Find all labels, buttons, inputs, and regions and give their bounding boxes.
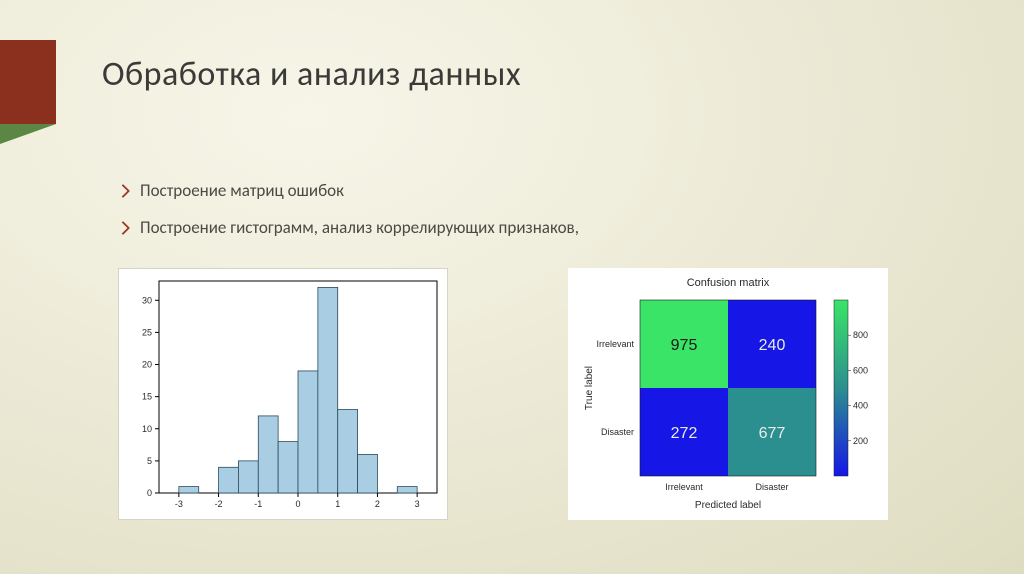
bullet-item: Построение гистограмм, анализ коррелирую…: [118, 209, 579, 246]
svg-text:200: 200: [853, 436, 868, 446]
svg-text:3: 3: [415, 499, 420, 509]
svg-text:677: 677: [759, 425, 786, 442]
svg-text:Disaster: Disaster: [601, 427, 634, 437]
svg-text:1: 1: [335, 499, 340, 509]
svg-text:True label: True label: [584, 366, 595, 410]
histogram-chart: 0 5 10 15 20 25 30 -3 -2 -1 0 1 2 3: [118, 268, 448, 520]
svg-text:-2: -2: [215, 499, 223, 509]
svg-text:240: 240: [759, 337, 786, 354]
svg-text:Irrelevant: Irrelevant: [665, 482, 703, 492]
svg-text:5: 5: [147, 456, 152, 466]
svg-text:0: 0: [147, 488, 152, 498]
svg-text:800: 800: [853, 330, 868, 340]
svg-text:15: 15: [142, 392, 152, 402]
svg-text:Disaster: Disaster: [755, 482, 788, 492]
figures-row: 0 5 10 15 20 25 30 -3 -2 -1 0 1 2 3 Confusion matrix 9…: [118, 268, 888, 520]
svg-text:Irrelevant: Irrelevant: [596, 339, 634, 349]
svg-text:30: 30: [142, 295, 152, 305]
bullet-item: Построение матриц ошибок: [118, 172, 579, 209]
slide-accent-bar: [0, 40, 56, 124]
slide-title: Обработка и анализ данных: [102, 54, 521, 95]
svg-text:Predicted label: Predicted label: [695, 500, 761, 511]
svg-text:-1: -1: [254, 499, 262, 509]
svg-text:272: 272: [671, 425, 698, 442]
confusion-matrix-chart: Confusion matrix 975 240 272 677 Irrelevant Di…: [568, 268, 888, 520]
svg-text:975: 975: [671, 337, 698, 354]
svg-text:0: 0: [295, 499, 300, 509]
svg-text:400: 400: [853, 401, 868, 411]
svg-text:25: 25: [142, 327, 152, 337]
svg-text:600: 600: [853, 365, 868, 375]
bullet-list: Построение матриц ошибок Построение гист…: [118, 172, 579, 246]
svg-text:10: 10: [142, 424, 152, 434]
svg-text:-3: -3: [175, 499, 183, 509]
svg-text:2: 2: [375, 499, 380, 509]
histogram-svg: 0 5 10 15 20 25 30 -3 -2 -1 0 1 2 3: [119, 269, 449, 521]
svg-text:Confusion matrix: Confusion matrix: [687, 277, 770, 289]
confusion-matrix-svg: Confusion matrix 975 240 272 677 Irrelevant Di…: [568, 268, 888, 520]
svg-text:20: 20: [142, 360, 152, 370]
